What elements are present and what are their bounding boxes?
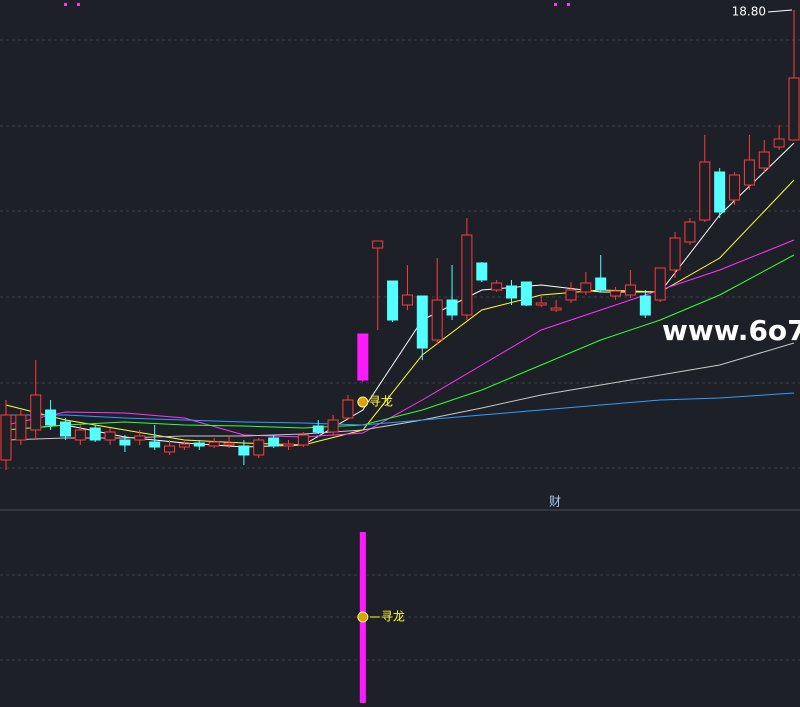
candle-body bbox=[743, 159, 755, 186]
annotation-label: 18.80 bbox=[732, 5, 766, 19]
signal-icon bbox=[357, 396, 369, 408]
signal-label: 寻龙 bbox=[369, 395, 393, 409]
candle-body bbox=[193, 442, 205, 447]
candle-body bbox=[416, 295, 428, 349]
candle-body bbox=[729, 174, 741, 201]
ma-line bbox=[6, 392, 795, 426]
candle-body bbox=[476, 262, 488, 281]
dot bbox=[567, 3, 570, 6]
candle-body bbox=[253, 439, 265, 456]
candle-body bbox=[268, 437, 280, 447]
ma-line bbox=[5, 254, 795, 431]
grid bbox=[0, 39, 800, 661]
watermark: www.6o7o.com bbox=[662, 314, 800, 347]
candle-body bbox=[134, 435, 146, 441]
candle-body bbox=[164, 445, 176, 453]
candle-body bbox=[342, 399, 354, 419]
candle-body bbox=[610, 290, 622, 297]
candle-body bbox=[550, 307, 562, 311]
candle-body bbox=[149, 441, 161, 448]
candle-body bbox=[639, 295, 651, 316]
candle-body bbox=[372, 240, 384, 249]
candle-body bbox=[520, 281, 532, 306]
candle-body bbox=[297, 434, 309, 446]
candle-body bbox=[684, 221, 696, 243]
candle-body bbox=[714, 171, 726, 213]
candle-body bbox=[312, 425, 324, 433]
candle-body bbox=[89, 427, 101, 441]
candle-body bbox=[624, 284, 636, 296]
candle-body bbox=[119, 439, 131, 446]
candle-body bbox=[654, 267, 666, 301]
signal-label: 寻龙 bbox=[381, 610, 405, 624]
candle-body bbox=[788, 77, 800, 141]
candle-body bbox=[669, 237, 681, 271]
candle-body bbox=[59, 421, 71, 437]
candle-body bbox=[431, 299, 443, 341]
candle-body bbox=[178, 443, 190, 448]
candle-body bbox=[74, 429, 86, 441]
candle-body bbox=[45, 409, 57, 426]
candle-body bbox=[30, 394, 42, 431]
marker-text: 财 bbox=[549, 495, 561, 509]
candle-body bbox=[580, 282, 592, 293]
candle-body bbox=[15, 414, 27, 441]
candle-body bbox=[387, 280, 399, 321]
candle-body bbox=[208, 441, 220, 447]
candle-body bbox=[446, 299, 458, 316]
candle-body bbox=[535, 302, 547, 306]
signal-icon bbox=[357, 611, 369, 623]
candle-body bbox=[223, 442, 235, 446]
candle-body bbox=[0, 414, 12, 461]
candle-body bbox=[699, 161, 711, 221]
ma-line bbox=[5, 239, 795, 438]
annotation-arrow bbox=[767, 9, 793, 13]
dot bbox=[554, 3, 557, 6]
candle-body bbox=[357, 333, 369, 381]
candle-body bbox=[104, 431, 116, 441]
candle-body bbox=[758, 151, 770, 169]
top-dots bbox=[64, 3, 570, 6]
dot bbox=[64, 3, 67, 6]
candle-body bbox=[491, 282, 503, 291]
candle-body bbox=[461, 234, 473, 316]
candle-body bbox=[238, 445, 250, 456]
candle-body bbox=[282, 443, 294, 447]
candle-body bbox=[327, 419, 339, 433]
candle-body bbox=[773, 138, 785, 148]
candle-body bbox=[401, 294, 413, 306]
candle-body bbox=[595, 277, 607, 291]
dot bbox=[77, 3, 80, 6]
ma-line bbox=[5, 179, 795, 446]
candle-body bbox=[506, 285, 518, 299]
candle-body bbox=[565, 289, 577, 301]
